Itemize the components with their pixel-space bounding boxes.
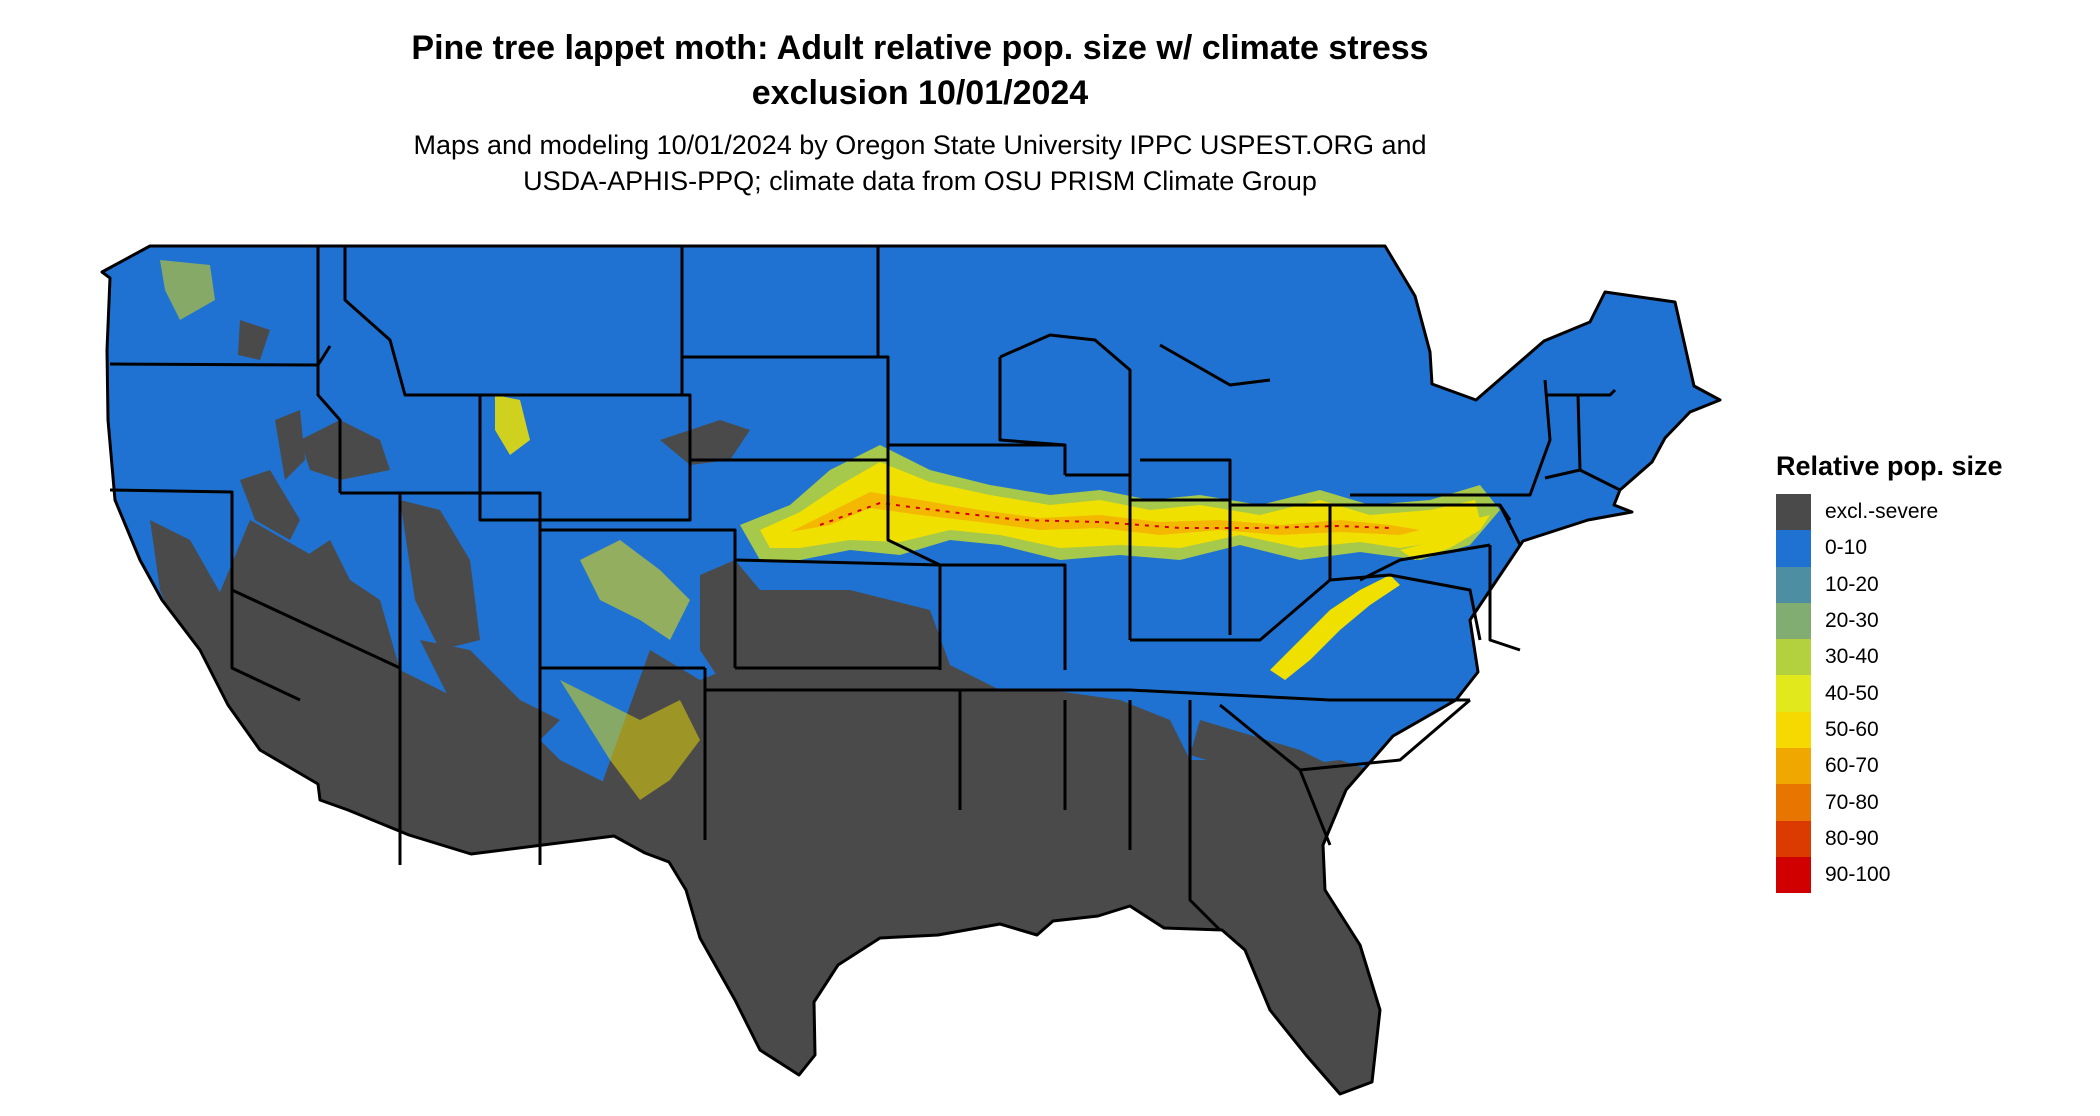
legend-label: excl.-severe bbox=[1825, 500, 1939, 524]
legend-item: 80-90 bbox=[1776, 820, 2076, 857]
legend-label: 0-10 bbox=[1825, 536, 1868, 560]
state-borders bbox=[100, 244, 1722, 1096]
legend-swatch bbox=[1776, 711, 1811, 749]
legend-label: 80-90 bbox=[1825, 826, 1879, 850]
map-fill-layer bbox=[102, 246, 1720, 1094]
legend-label: 60-70 bbox=[1825, 754, 1879, 778]
legend-swatch bbox=[1776, 748, 1811, 785]
legend-item: 40-50 bbox=[1776, 675, 2076, 712]
legend-item: 10-20 bbox=[1776, 566, 2076, 603]
legend-swatch bbox=[1776, 566, 1811, 603]
map-title-line-1: Pine tree lappet moth: Adult relative po… bbox=[411, 29, 1429, 67]
legend-label: 30-40 bbox=[1825, 645, 1879, 669]
legend-label: 90-100 bbox=[1825, 863, 1891, 887]
legend-item: 60-70 bbox=[1776, 748, 2076, 785]
legend-swatch bbox=[1776, 639, 1811, 676]
legend-item: 20-30 bbox=[1776, 602, 2076, 640]
legend-label: 40-50 bbox=[1825, 681, 1879, 705]
legend-swatch bbox=[1776, 675, 1811, 712]
legend-swatch bbox=[1776, 494, 1811, 531]
legend-label: 10-20 bbox=[1825, 572, 1879, 596]
map-subtitle-line-2: USDA-APHIS-PPQ; climate data from OSU PR… bbox=[523, 166, 1317, 196]
legend-label: 50-60 bbox=[1825, 717, 1879, 741]
legend-swatch bbox=[1776, 784, 1811, 821]
legend-item: 70-80 bbox=[1776, 784, 2076, 821]
map-title-line-2: exclusion 10/01/2024 bbox=[751, 74, 1089, 112]
legend-item: 50-60 bbox=[1776, 711, 2076, 749]
legend-swatch bbox=[1776, 602, 1811, 640]
map-subtitle-line-1: Maps and modeling 10/01/2024 by Oregon S… bbox=[413, 130, 1427, 160]
legend-swatch bbox=[1776, 820, 1811, 857]
legend-item: 90-100 bbox=[1776, 856, 2076, 894]
legend: Relative pop. size excl.-severe 0-10 10-20… bbox=[1776, 448, 2076, 894]
legend-item: excl.-severe bbox=[1776, 494, 2076, 531]
legend-label: 20-30 bbox=[1825, 609, 1879, 633]
legend-swatch bbox=[1776, 856, 1811, 894]
legend-items: excl.-severe 0-10 10-20 20-30 30-40 40-50 50-6… bbox=[1776, 494, 2076, 894]
us-population-map bbox=[100, 244, 1722, 1096]
legend-swatch bbox=[1776, 530, 1811, 567]
legend-label: 70-80 bbox=[1825, 790, 1879, 814]
suitability-band bbox=[160, 260, 1500, 800]
legend-item: 0-10 bbox=[1776, 530, 2076, 567]
legend-item: 30-40 bbox=[1776, 639, 2076, 676]
legend-title: Relative pop. size bbox=[1776, 451, 2003, 481]
